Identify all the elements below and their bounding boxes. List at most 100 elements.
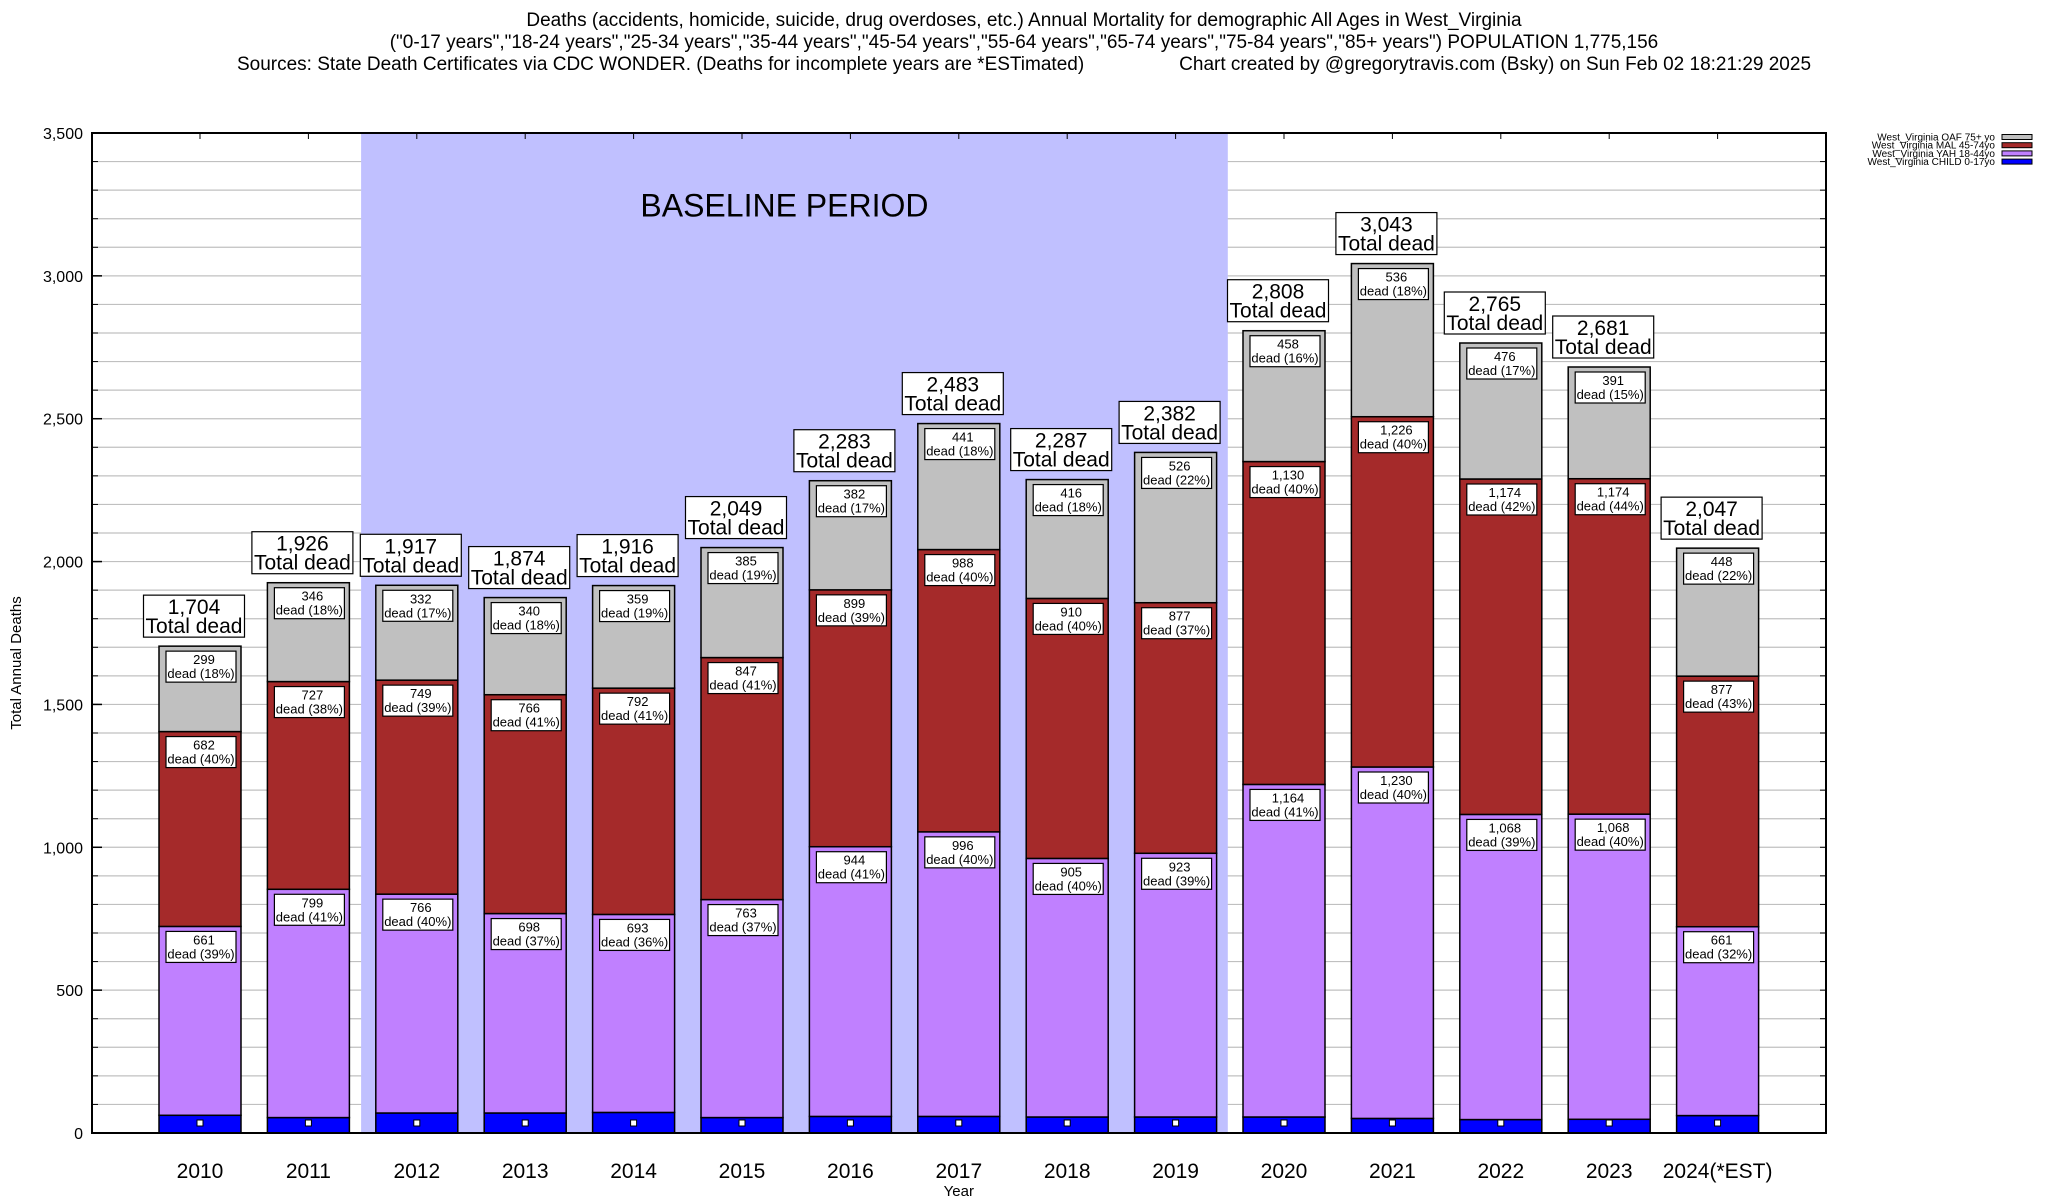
x-tick-label: 2021 [1369, 1160, 1416, 1183]
segment-percent-label: dead (41%) [709, 678, 776, 693]
total-label-box [251, 531, 354, 575]
segment-percent-label: dead (40%) [926, 852, 993, 867]
segment-label-box [1466, 818, 1538, 852]
legend-label: West_Virginia MAL 45-74yo [1872, 141, 1996, 152]
segment-label-box [490, 699, 562, 732]
child-value-marker [630, 1119, 638, 1127]
legend-label: West_Virginia YAH 18-44yo [1872, 149, 1995, 160]
chart-subtitle-age-groups: ("0-17 years","18-24 years","25-34 years… [389, 32, 1659, 53]
segment-percent-label: dead (40%) [1577, 834, 1644, 849]
bar-segment-mal-2024 [1675, 675, 1760, 928]
segment-percent-label: dead (36%) [601, 934, 668, 949]
chart-sources-line: Sources: State Death Certificates via CD… [0, 54, 2048, 76]
segment-value-label: 877 [1169, 609, 1191, 624]
segment-value-label: 385 [735, 554, 757, 569]
segment-label-box [1249, 335, 1321, 368]
bar-segment-mal-2017 [917, 548, 1001, 833]
segment-percent-label: dead (18%) [1360, 284, 1427, 299]
total-value-label: 1,704 [168, 596, 221, 619]
y-tick-label: 2,500 [43, 412, 83, 429]
segment-percent-label: dead (44%) [1577, 499, 1644, 514]
baseline-period-label: BASELINE PERIOD [640, 187, 928, 223]
bar-segment-mal-2014 [591, 687, 676, 916]
segment-label-box [1682, 680, 1755, 713]
segment-percent-label: dead (41%) [601, 708, 668, 723]
segment-label-box [273, 587, 345, 620]
total-label-box [1118, 400, 1221, 445]
segment-value-label: 799 [302, 895, 324, 910]
total-label-box [1335, 211, 1438, 256]
x-tick-label: 2012 [393, 1160, 440, 1183]
segment-percent-label: dead (17%) [384, 605, 451, 620]
segment-label-box [707, 551, 779, 585]
segment-label-box [1574, 818, 1646, 851]
segment-percent-label: dead (41%) [493, 715, 560, 730]
total-label-box [1226, 279, 1330, 323]
total-value-label: 1,874 [493, 548, 546, 571]
total-value-label: 2,765 [1469, 293, 1522, 316]
segment-value-label: 766 [518, 701, 540, 716]
x-axis-title: Year [944, 1183, 974, 1200]
total-label-box [1552, 315, 1655, 359]
x-tick-label: 2023 [1586, 1160, 1633, 1183]
segment-value-label: 749 [410, 686, 432, 701]
segment-percent-label: dead (15%) [1577, 387, 1644, 402]
segment-percent-label: dead (18%) [167, 666, 234, 681]
total-value-label: 2,382 [1143, 402, 1196, 425]
x-tick-label: 2018 [1044, 1160, 1091, 1183]
x-tick-label: 2024(*EST) [1663, 1160, 1773, 1183]
segment-value-label: 441 [952, 430, 974, 445]
segment-label-box [1140, 607, 1213, 640]
segment-percent-label: dead (39%) [1468, 834, 1535, 849]
segment-percent-label: dead (37%) [493, 934, 560, 949]
segment-value-label: 416 [1060, 486, 1082, 501]
segment-label-box [815, 485, 888, 518]
bar-segment-yah-2019 [1133, 852, 1218, 1118]
segment-percent-label: dead (18%) [493, 618, 560, 633]
x-tick-label: 2017 [935, 1160, 982, 1183]
y-axis-title: Total Annual Deaths [8, 596, 25, 729]
total-label-box [468, 545, 571, 590]
segment-percent-label: dead (38%) [276, 702, 343, 717]
segment-value-label: 299 [193, 652, 215, 667]
total-suffix-label: Total dead [1013, 449, 1110, 472]
segment-label-box [1140, 456, 1213, 490]
segment-label-box [1032, 602, 1104, 636]
total-value-label: 1,916 [601, 536, 654, 559]
total-label-box [142, 594, 246, 638]
segment-value-label: 766 [410, 900, 432, 915]
bar-segment-mal-2015 [700, 656, 784, 901]
segment-value-label: 727 [302, 688, 324, 703]
total-value-label: 3,043 [1360, 214, 1413, 237]
bar-segment-mal-2022 [1459, 478, 1543, 816]
segment-percent-label: dead (40%) [167, 752, 234, 767]
bar-segment-mal-2023 [1567, 477, 1651, 815]
total-value-label: 2,047 [1685, 498, 1738, 521]
segment-percent-label: dead (40%) [926, 570, 993, 585]
chart-credit: Chart created by @gregorytravis.com (Bsk… [1179, 54, 1812, 75]
x-tick-label: 2010 [177, 1160, 224, 1183]
segment-value-label: 698 [518, 920, 540, 935]
total-suffix-label: Total dead [1338, 233, 1435, 256]
segment-label-box [165, 735, 237, 769]
child-value-marker [1063, 1119, 1071, 1127]
total-value-label: 2,681 [1577, 317, 1630, 340]
segment-percent-label: dead (32%) [1685, 947, 1752, 962]
segment-value-label: 1,164 [1272, 790, 1305, 805]
total-value-label: 2,049 [710, 498, 763, 521]
y-tick-label: 1,000 [43, 840, 83, 857]
segment-label-box [815, 594, 888, 627]
segment-percent-label: dead (22%) [1685, 568, 1752, 583]
bar-segment-yah-2023 [1567, 813, 1651, 1121]
bar-segment-mal-2020 [1242, 460, 1326, 786]
segment-label-box [598, 692, 671, 725]
segment-label-box [165, 930, 237, 964]
segment-percent-label: dead (40%) [1035, 878, 1102, 893]
segment-percent-label: dead (17%) [1468, 363, 1535, 378]
segment-value-label: 1,068 [1489, 820, 1522, 835]
segment-label-box [1682, 931, 1755, 964]
segment-percent-label: dead (19%) [709, 568, 776, 583]
child-value-marker [846, 1119, 854, 1127]
